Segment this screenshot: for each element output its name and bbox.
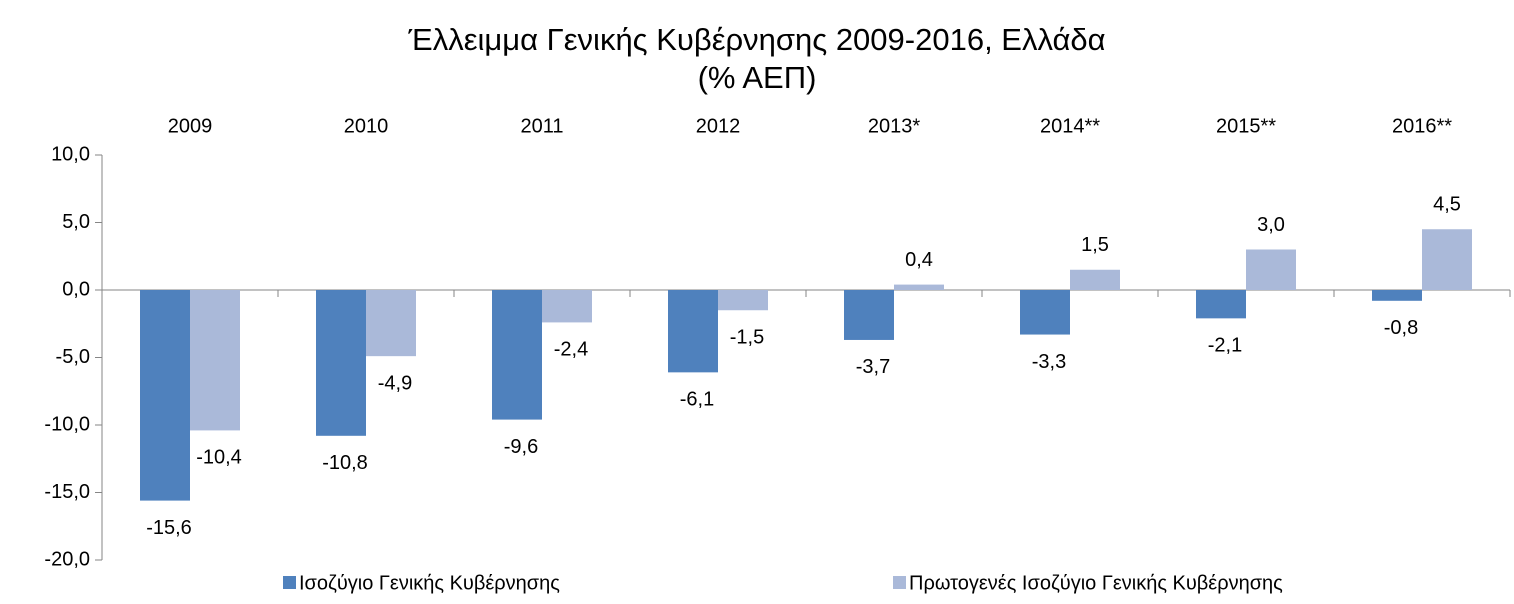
data-label: -2,1 [1208, 335, 1242, 357]
data-label: -2,4 [554, 339, 588, 361]
y-tick-label: 0,0 [62, 278, 90, 300]
x-tick-label: 2016** [1392, 115, 1452, 137]
bar [1020, 290, 1070, 335]
bar [1372, 290, 1422, 301]
y-tick-label: -10,0 [44, 413, 90, 435]
y-tick-label: -5,0 [56, 346, 90, 368]
x-tick-label: 2009 [168, 115, 213, 137]
bar [542, 290, 592, 323]
bar [140, 290, 190, 501]
bar [1246, 249, 1296, 290]
data-label: -6,1 [680, 389, 714, 411]
data-label: -10,4 [196, 447, 242, 469]
x-tick-label: 2015** [1216, 115, 1276, 137]
bar [316, 290, 366, 436]
data-label: -4,9 [378, 372, 412, 394]
legend-label: Πρωτογενές Ισοζύγιο Γενικής Κυβέρνησης [909, 572, 1283, 594]
data-label: -9,6 [504, 436, 538, 458]
data-label: 1,5 [1081, 234, 1109, 256]
data-label: -0,8 [1384, 317, 1418, 339]
legend-label: Ισοζύγιο Γενικής Κυβέρνησης [299, 572, 560, 594]
bar [844, 290, 894, 340]
bar [668, 290, 718, 373]
data-label: -3,3 [1032, 351, 1066, 373]
data-label: -10,8 [322, 452, 368, 474]
x-tick-label: 2012 [696, 115, 741, 137]
bar [1070, 269, 1120, 290]
bar [1422, 229, 1472, 290]
x-tick-label: 2010 [344, 115, 389, 137]
y-tick-label: -20,0 [44, 548, 90, 570]
y-tick-label: 10,0 [51, 143, 90, 165]
x-tick-label: 2013* [868, 115, 920, 137]
bar [1196, 290, 1246, 319]
legend-swatch [283, 576, 296, 589]
data-label: -3,7 [856, 356, 890, 378]
bar [366, 290, 416, 357]
y-tick-label: -15,0 [44, 481, 90, 503]
data-label: -1,5 [730, 327, 764, 349]
data-label: -15,6 [146, 517, 192, 539]
legend-swatch [893, 576, 906, 589]
y-tick-label: 5,0 [62, 211, 90, 233]
chart-title: Έλλειμμα Γενικής Κυβέρνησης 2009-2016, Ε… [407, 22, 1105, 57]
x-tick-label: 2014** [1040, 115, 1100, 137]
bar [894, 284, 944, 290]
bar [718, 290, 768, 311]
chart-subtitle: (% ΑΕΠ) [698, 60, 817, 95]
bar [190, 290, 240, 431]
data-label: 3,0 [1257, 214, 1285, 236]
bar [492, 290, 542, 420]
data-label: 4,5 [1433, 194, 1461, 216]
x-tick-label: 2011 [520, 115, 563, 137]
data-label: 0,4 [905, 249, 933, 271]
